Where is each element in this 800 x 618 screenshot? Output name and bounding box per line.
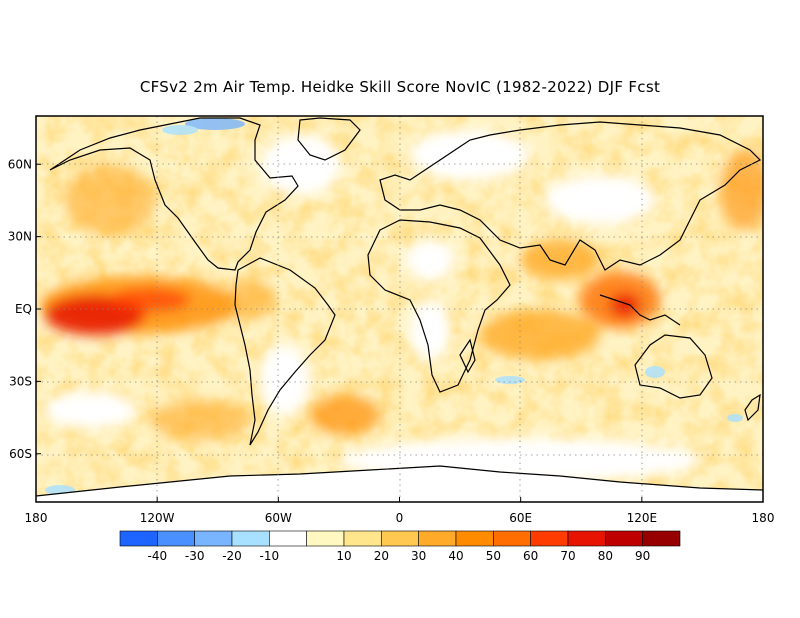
colorbar-label: 70 bbox=[560, 549, 575, 563]
colorbar-swatch bbox=[343, 530, 382, 547]
lon-label: 60E bbox=[509, 511, 532, 525]
colorbar-label: 50 bbox=[486, 549, 501, 563]
graticule bbox=[36, 116, 763, 502]
lon-label: 180 bbox=[752, 511, 775, 525]
colorbar-swatch bbox=[493, 530, 531, 547]
colorbar-label: -20 bbox=[222, 549, 242, 563]
latitude-axis: 60N 30N EQ 30S 60S bbox=[8, 157, 41, 461]
colorbar-swatch bbox=[306, 530, 345, 547]
lat-label: 30N bbox=[8, 230, 32, 244]
map-field bbox=[36, 116, 763, 502]
colorbar-label: -10 bbox=[260, 549, 280, 563]
colorbar-label: -40 bbox=[148, 549, 168, 563]
lon-label: 0 bbox=[396, 511, 404, 525]
colorbar-swatch bbox=[567, 530, 606, 547]
colorbar-swatch bbox=[642, 530, 681, 547]
low-skill-areas bbox=[45, 130, 700, 482]
colorbar-label: -30 bbox=[185, 549, 205, 563]
colorbar-swatch bbox=[418, 530, 457, 547]
colorbar-swatch bbox=[455, 530, 494, 547]
map-title: CFSv2 2m Air Temp. Heidke Skill Score No… bbox=[139, 78, 661, 96]
lat-label: 60S bbox=[9, 447, 32, 461]
colorbar-label: 30 bbox=[411, 549, 426, 563]
colorbar-swatch bbox=[381, 530, 419, 547]
colorbar-swatch bbox=[119, 530, 158, 547]
lon-label: 120W bbox=[140, 511, 175, 525]
negative-skill-patches bbox=[45, 118, 743, 495]
lon-label: 180 bbox=[25, 511, 48, 525]
colorbar-label: 40 bbox=[448, 549, 463, 563]
colorbar-label: 60 bbox=[523, 549, 538, 563]
lat-label: EQ bbox=[15, 302, 32, 316]
colorbar-label: 90 bbox=[635, 549, 650, 563]
colorbar-label: 80 bbox=[598, 549, 613, 563]
high-skill-areas bbox=[40, 150, 763, 440]
colorbar: -40 -30 -20 -10 10 20 30 40 50 60 70 80 90 bbox=[119, 530, 681, 563]
lat-label: 60N bbox=[8, 157, 32, 171]
colorbar-swatch bbox=[605, 530, 643, 547]
colorbar-label: 10 bbox=[336, 549, 351, 563]
colorbar-swatch bbox=[530, 530, 569, 547]
colorbar-label: 20 bbox=[374, 549, 389, 563]
lon-label: 120E bbox=[627, 511, 658, 525]
colorbar-swatch bbox=[194, 530, 233, 547]
coastlines bbox=[36, 117, 763, 497]
lat-label: 30S bbox=[9, 374, 32, 388]
colorbar-swatch bbox=[231, 530, 270, 547]
lon-label: 60W bbox=[265, 511, 292, 525]
colorbar-swatch bbox=[157, 530, 195, 547]
longitude-axis: 180 120W 60W 0 60E 120E 180 bbox=[25, 497, 775, 525]
colorbar-swatch bbox=[269, 530, 307, 547]
